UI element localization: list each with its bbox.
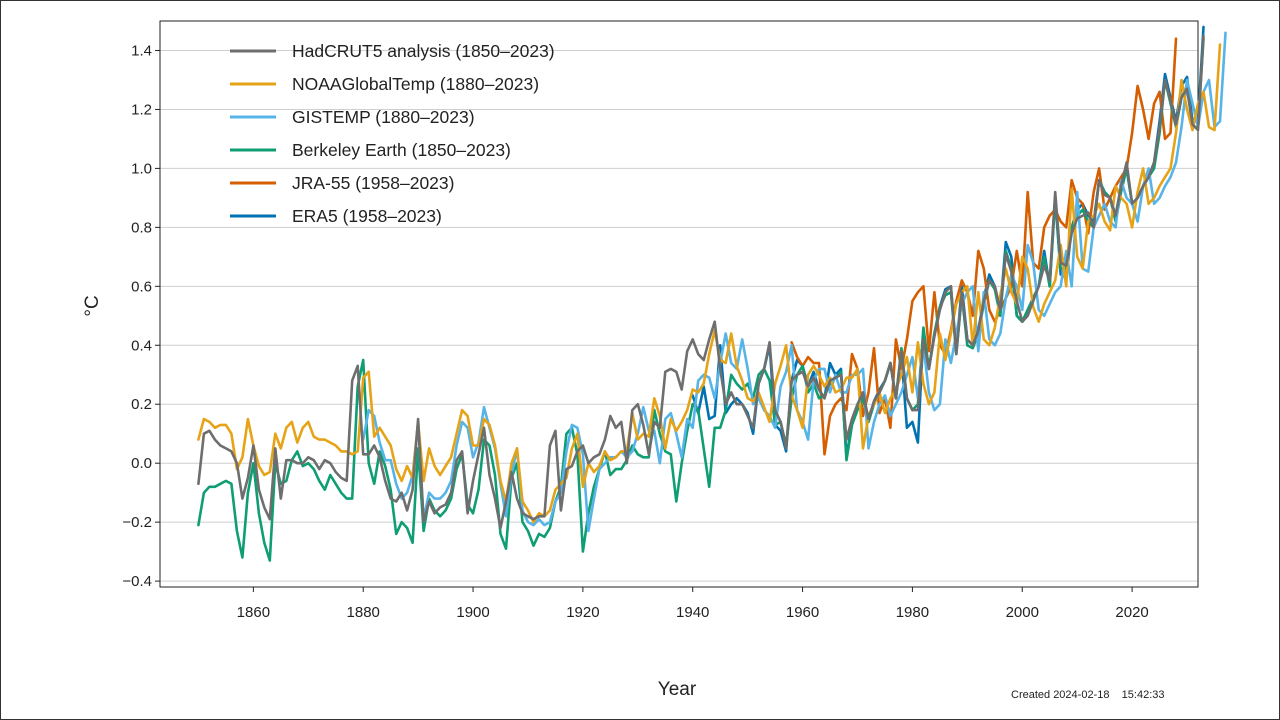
x-tick-label: 1940: [676, 604, 709, 621]
y-tick-label: 0.0: [131, 455, 152, 472]
y-tick-label: 1.4: [131, 42, 152, 59]
y-tick-label: 0.6: [131, 278, 152, 295]
legend-label: ERA5 (1958–2023): [292, 206, 442, 226]
y-tick-label: −0.4: [122, 573, 152, 590]
y-tick-label: 0.4: [131, 337, 152, 354]
series-line-1: [197, 34, 1205, 530]
x-tick-label: 1960: [786, 604, 819, 621]
y-tick-label: 0.2: [131, 396, 152, 413]
series-line-6: [691, 25, 1205, 459]
x-tick-label: 1920: [566, 604, 599, 621]
x-tick-label: 1980: [896, 604, 929, 621]
y-tick-label: 0.8: [131, 219, 152, 236]
series-line-5: [790, 37, 1178, 456]
series-lines: [197, 25, 1227, 562]
plot-area: [159, 20, 1199, 588]
x-tick-label: 1900: [456, 604, 489, 621]
y-tick-label: −0.2: [122, 514, 152, 531]
y-tick-label: 1.2: [131, 101, 152, 118]
legend: HadCRUT5 analysis (1850–2023) NOAAGlobalT…: [230, 41, 555, 226]
legend-label: NOAAGlobalTemp (1880–2023): [292, 74, 539, 94]
x-tick-label: 2020: [1115, 604, 1148, 621]
legend-label: HadCRUT5 analysis (1850–2023): [292, 41, 555, 61]
series-line-2: [197, 43, 1222, 524]
grid: [160, 49, 1198, 582]
x-axis-label: Year: [658, 679, 697, 700]
axis-ticks: −0.4 −0.2 0.0 0.2 0.4 0.6 0.8 1.0 1.2 1.4 1860 1880…: [122, 42, 1148, 621]
y-tick-label: 1.0: [131, 160, 152, 177]
legend-label: GISTEMP (1880–2023): [292, 107, 475, 127]
x-tick-label: 1880: [347, 604, 380, 621]
legend-label: Berkeley Earth (1850–2023): [292, 140, 511, 160]
created-timestamp: Created 2024-02-18 15:42:33: [1011, 689, 1165, 701]
x-tick-label: 2000: [1006, 604, 1039, 621]
x-tick-label: 1860: [237, 604, 270, 621]
legend-label: JRA-55 (1958–2023): [292, 173, 454, 193]
y-axis-label: °C: [82, 295, 103, 316]
